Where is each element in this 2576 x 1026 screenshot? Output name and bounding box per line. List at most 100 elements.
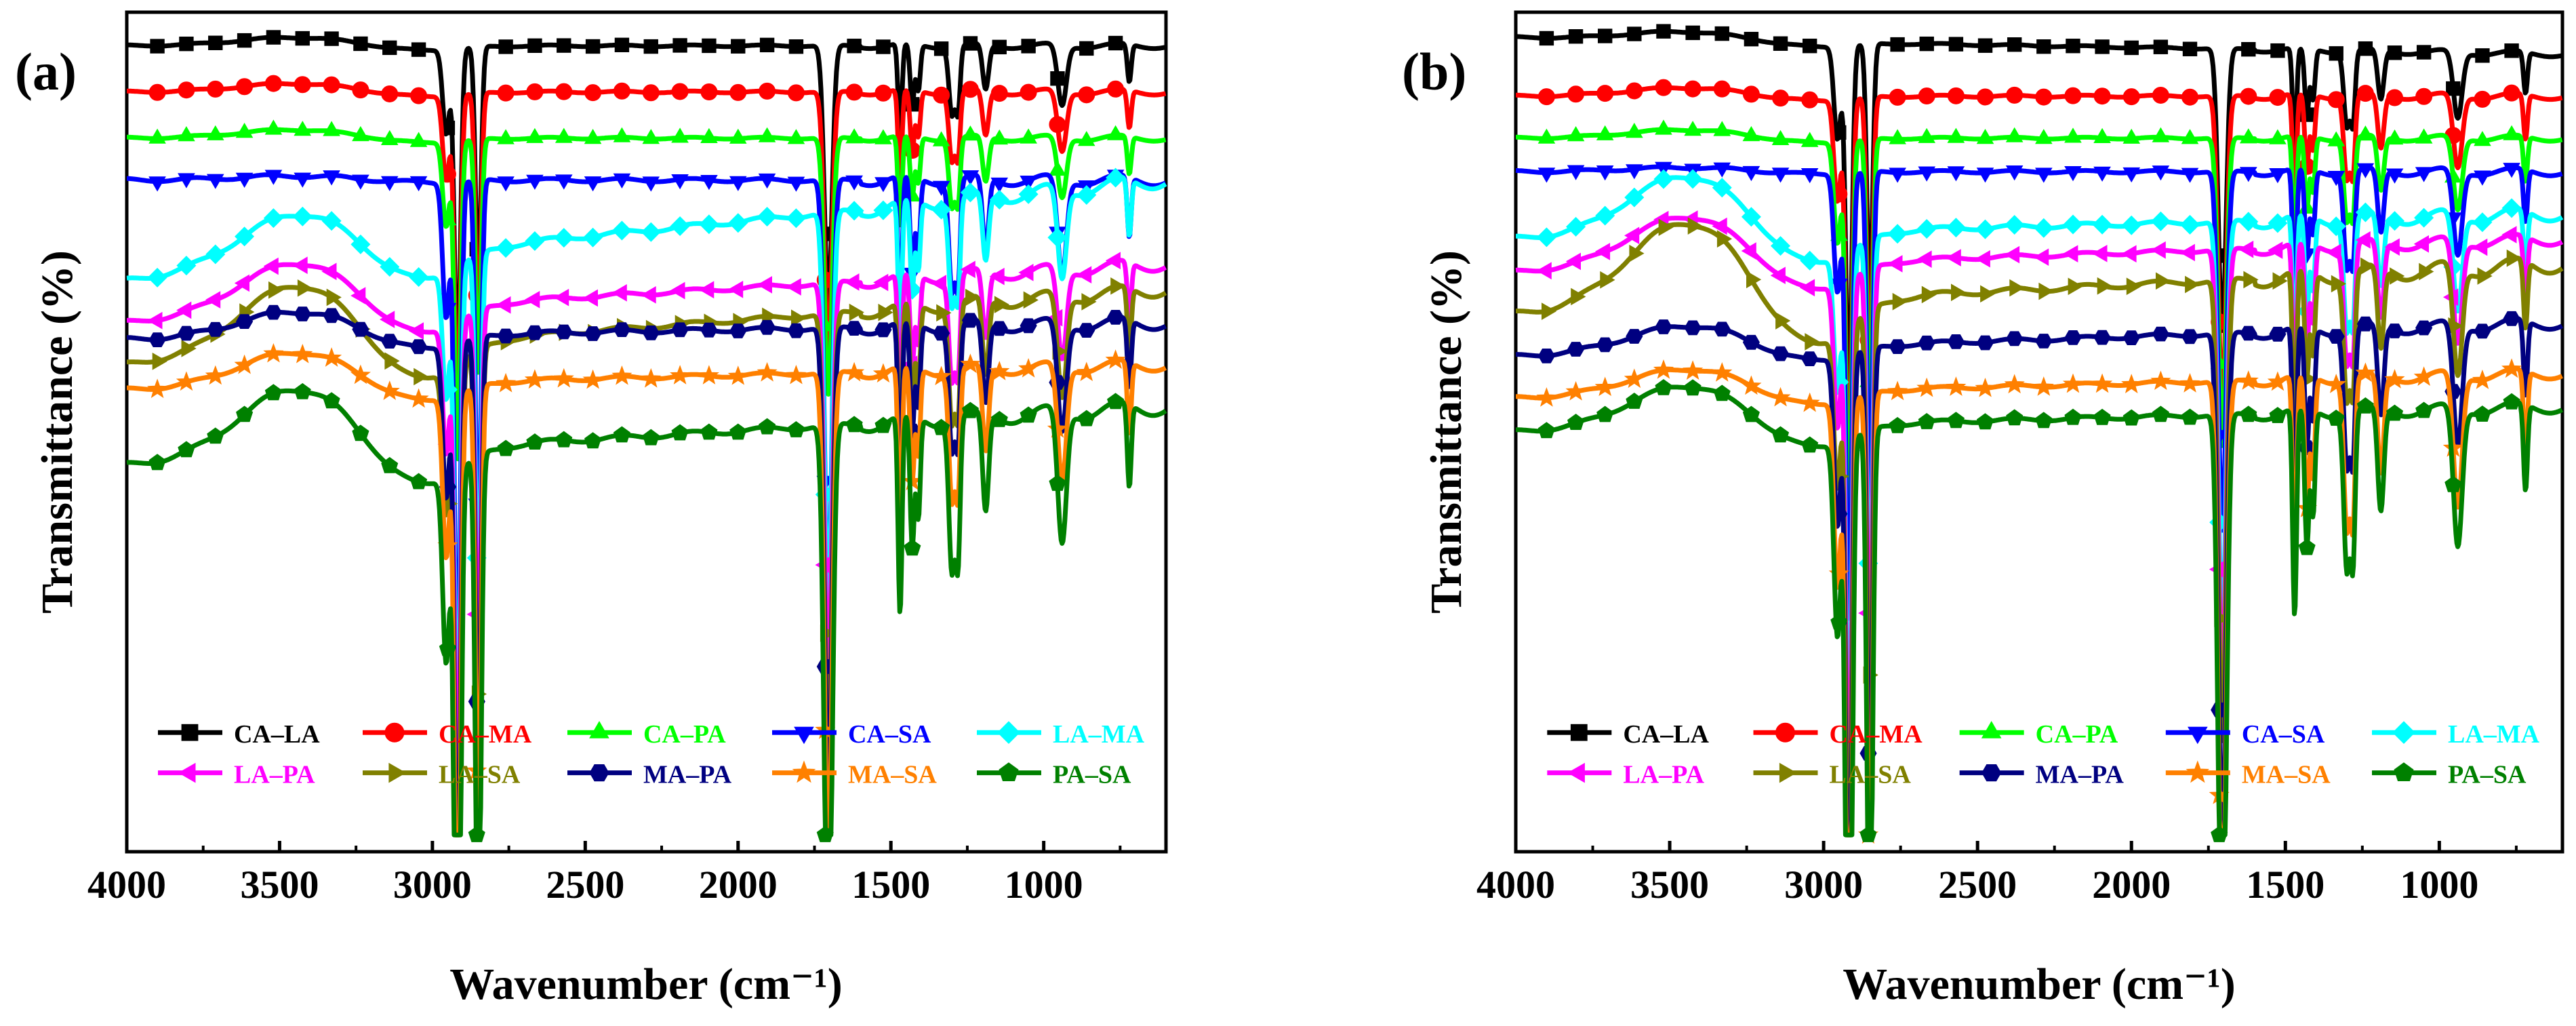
data-point-ca-pa — [1106, 125, 1125, 140]
series-line-ca-sa — [125, 172, 1167, 693]
data-point-ma-sa — [786, 364, 807, 384]
data-point-pa-sa — [410, 473, 428, 490]
series-ca-ma — [125, 75, 1167, 416]
data-point-ma-sa — [524, 369, 545, 389]
data-point-ma-pa — [2122, 330, 2140, 345]
data-point-ca-pa — [1049, 160, 1066, 176]
data-point-ca-sa — [1800, 168, 1819, 184]
legend-entry-pa-sa: PA–SA — [2371, 761, 2527, 789]
data-point-ca-sa — [1596, 165, 1614, 181]
data-point-ca-sa — [497, 176, 515, 192]
data-point-ma-pa — [1947, 334, 1965, 349]
data-point-ma-sa — [872, 363, 893, 383]
legend-marker-pa-sa — [2394, 762, 2414, 781]
data-point-la-pa — [1741, 242, 1756, 260]
x-axis-title-a: Wavenumber (cm⁻¹) — [449, 960, 843, 1009]
data-point-ca-sa — [1567, 165, 1585, 180]
data-point-ca-la — [150, 39, 165, 54]
data-point-la-ma — [1047, 227, 1068, 248]
data-point-ca-pa — [2269, 129, 2287, 144]
plot-frame-a — [125, 10, 1168, 854]
data-point-ca-sa — [1713, 162, 1731, 178]
data-point-la-ma — [350, 234, 371, 254]
data-point-pa-sa — [1772, 426, 1790, 443]
data-point-ma-sa — [670, 365, 691, 384]
data-point-la-pa — [496, 296, 511, 314]
data-point-la-ma — [2092, 214, 2112, 235]
data-point-ca-sa — [990, 177, 1009, 193]
x-tick-label-1500: 1500 — [851, 863, 930, 907]
data-point-pa-sa — [1947, 412, 1965, 429]
legend-label-la-pa: LA–PA — [1623, 761, 1704, 789]
data-point-la-ma — [1683, 169, 1703, 189]
data-point-ca-pa — [729, 128, 747, 144]
data-point-ca-ma — [2269, 89, 2287, 106]
data-point-pa-sa — [2298, 538, 2316, 555]
data-point-la-sa — [965, 288, 981, 307]
data-point-ma-sa — [147, 378, 168, 398]
data-point-ma-sa — [727, 366, 748, 385]
data-point-ma-sa — [496, 372, 517, 393]
data-point-ca-la — [2066, 39, 2080, 54]
data-point-ma-pa — [352, 321, 369, 337]
data-point-la-pa — [1076, 266, 1092, 283]
data-point-ma-pa — [2035, 334, 2053, 349]
data-point-ca-ma — [1684, 80, 1702, 98]
data-point-pa-sa — [2152, 406, 2169, 422]
data-point-ca-pa — [409, 132, 428, 147]
data-point-la-pa — [2092, 245, 2108, 262]
data-point-ma-pa — [787, 323, 805, 338]
data-point-ca-la — [295, 31, 310, 46]
data-point-ma-pa — [2503, 311, 2520, 326]
data-point-la-sa — [2185, 275, 2200, 294]
data-point-pa-sa — [2181, 408, 2199, 425]
series-ca-sa — [1514, 161, 2564, 621]
data-point-pa-sa — [1537, 422, 1555, 439]
data-point-ca-la — [2475, 48, 2490, 63]
data-point-ca-sa — [671, 174, 689, 190]
data-point-ca-sa — [729, 176, 747, 191]
data-point-ca-ma — [729, 83, 747, 101]
data-point-ca-ma — [294, 76, 311, 94]
data-point-ca-sa — [613, 173, 631, 189]
data-point-ma-pa — [1537, 349, 1555, 363]
data-point-pa-sa — [264, 384, 282, 401]
data-point-pa-sa — [2327, 409, 2345, 426]
series-la-ma — [125, 167, 1167, 745]
data-point-la-pa — [1799, 279, 1815, 297]
legend-marker-la-pa — [178, 762, 196, 783]
data-point-la-pa — [2326, 243, 2341, 261]
data-point-la-ma — [292, 206, 313, 226]
data-point-ma-pa — [613, 322, 630, 337]
data-point-la-ma — [728, 213, 748, 233]
data-point-pa-sa — [2211, 825, 2228, 842]
data-point-ca-sa — [2005, 165, 2024, 181]
legend-entry-ca-ma: CA–MA — [1753, 720, 1923, 749]
data-point-ma-pa — [526, 325, 544, 340]
data-point-ma-sa — [2121, 374, 2142, 393]
legend-entry-ma-sa: MA–SA — [2165, 760, 2331, 789]
data-point-la-ma — [2384, 211, 2405, 231]
data-point-pa-sa — [2356, 397, 2374, 414]
x-tick-label-1500: 1500 — [2246, 863, 2325, 907]
data-point-la-pa — [2004, 245, 2020, 264]
data-point-la-sa — [849, 303, 864, 321]
data-point-ca-la — [2007, 37, 2022, 52]
data-point-la-pa — [1887, 255, 1903, 273]
data-point-ca-ma — [2327, 91, 2345, 108]
data-point-ca-la — [847, 39, 862, 54]
legend-marker-ma-sa — [2186, 760, 2210, 783]
data-point-pa-sa — [933, 418, 950, 435]
data-point-ma-pa — [497, 328, 515, 344]
legend-marker-la-ma — [2392, 721, 2415, 745]
data-point-ca-pa — [584, 128, 602, 144]
data-point-la-sa — [994, 296, 1010, 313]
data-point-ca-sa — [2239, 167, 2257, 182]
data-point-ca-pa — [380, 130, 399, 145]
data-point-la-sa — [2126, 277, 2142, 296]
data-point-la-sa — [268, 281, 284, 299]
data-point-ca-la — [788, 39, 804, 54]
data-point-pa-sa — [381, 456, 399, 473]
data-point-ma-sa — [1946, 376, 1967, 396]
data-point-la-sa — [791, 309, 807, 328]
